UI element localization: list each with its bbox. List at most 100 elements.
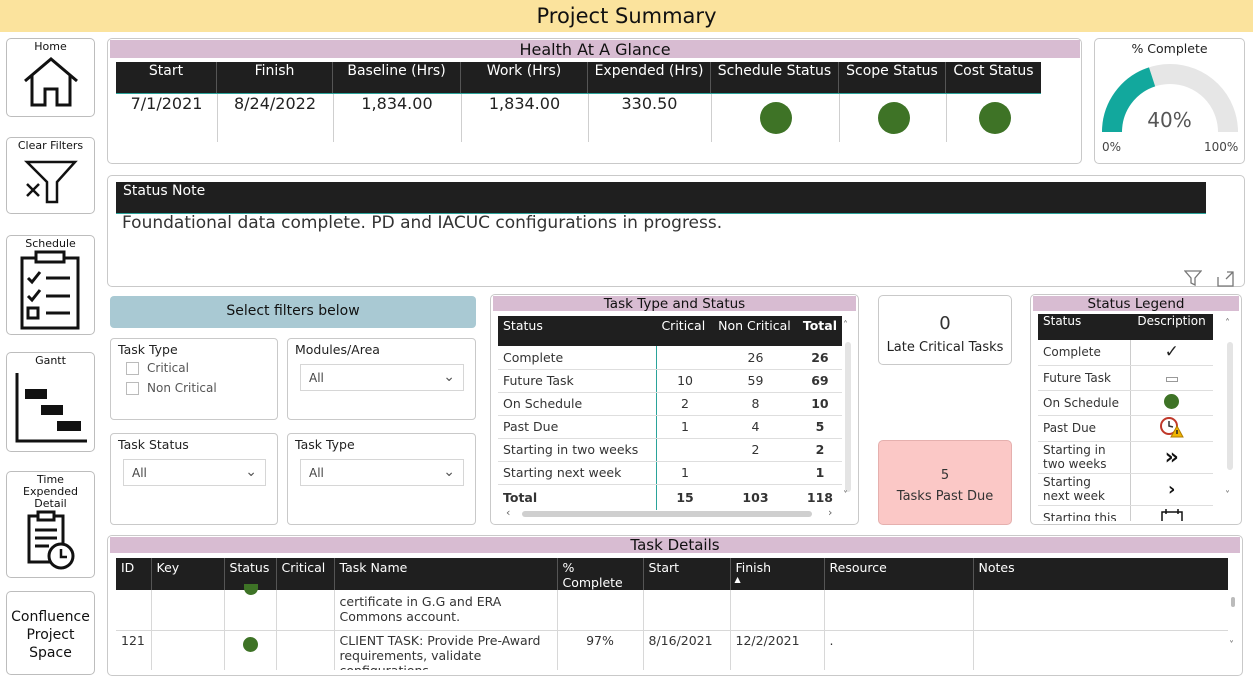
- table-row[interactable]: Starting in two weeks 2 2: [498, 438, 842, 462]
- health-card: [107, 38, 1082, 164]
- task-name-line-2: Commons account.: [339, 609, 461, 624]
- select-filters-banner: Select filters below: [110, 296, 476, 328]
- details-vertical-scrollbar[interactable]: [1231, 597, 1235, 607]
- scroll-down-icon[interactable]: ˅: [843, 490, 848, 501]
- status-legend-table-wrap: Status Description Complete ✓ Future Tas…: [1038, 314, 1213, 521]
- health-finish-value: 8/24/2022: [233, 94, 317, 113]
- scroll-left-icon[interactable]: ‹: [506, 506, 511, 519]
- legend-status-line-1: Starting: [1043, 475, 1091, 489]
- vertical-scrollbar[interactable]: [845, 342, 851, 492]
- legend-vertical-scrollbar[interactable]: [1227, 342, 1233, 470]
- health-divider: [333, 94, 334, 142]
- row-non-critical: 2: [713, 438, 798, 462]
- confluence-label-2: Project: [26, 627, 75, 643]
- health-header-work: Work (Hrs): [461, 62, 588, 93]
- page-title: Project Summary: [0, 0, 1253, 32]
- row-critical: [655, 346, 714, 370]
- health-expended-value: 330.50: [621, 94, 678, 113]
- modules-area-dropdown[interactable]: All ⌄: [300, 364, 464, 391]
- row-total: 2: [797, 438, 842, 462]
- home-button[interactable]: Home: [6, 38, 95, 117]
- non-critical-option[interactable]: Non Critical: [126, 381, 217, 395]
- critical-option-label: Critical: [147, 361, 189, 375]
- health-divider: [217, 94, 218, 142]
- col-header-critical[interactable]: Critical: [276, 558, 335, 590]
- table-row[interactable]: Past Due 1 4 5: [498, 415, 842, 439]
- task-status-filter: Task Status All ⌄: [110, 433, 278, 525]
- col-header-task-name[interactable]: Task Name: [334, 558, 558, 590]
- gauge-max-label: 100%: [1204, 140, 1239, 154]
- gantt-label: Gantt: [35, 354, 66, 367]
- percent-complete-title: % Complete: [1131, 41, 1208, 56]
- task-status-dropdown[interactable]: All ⌄: [123, 459, 266, 486]
- focus-mode-icon[interactable]: [1217, 271, 1235, 287]
- total-row: Total 15 103 118: [498, 483, 842, 510]
- row-status: Future Task: [498, 369, 657, 393]
- row-non-critical: 4: [713, 415, 798, 439]
- total-critical: 15: [655, 483, 714, 510]
- legend-status: Future Task: [1038, 365, 1130, 391]
- row-status: Complete: [498, 346, 657, 370]
- row-total: 5: [797, 415, 842, 439]
- col-header-critical: Critical: [656, 316, 714, 346]
- legend-status-line-2: next week: [1043, 489, 1105, 503]
- col-header-key[interactable]: Key: [151, 558, 225, 590]
- non-critical-checkbox[interactable]: [126, 382, 139, 395]
- gantt-icon: [15, 373, 87, 443]
- row-status: On Schedule: [498, 392, 657, 416]
- modules-area-value: All: [309, 371, 324, 385]
- col-header-start[interactable]: Start: [643, 558, 731, 590]
- schedule-icon: [20, 250, 79, 330]
- row-critical: 1: [655, 461, 714, 485]
- scroll-up-icon[interactable]: ˄: [1225, 318, 1230, 329]
- status-dot-icon: [242, 636, 258, 652]
- row-total: 1: [797, 461, 842, 485]
- clear-filters-button[interactable]: Clear Filters: [6, 137, 95, 214]
- health-header-baseline: Baseline (Hrs): [333, 62, 461, 93]
- critical-option[interactable]: Critical: [126, 361, 189, 375]
- sort-ascending-icon: ▲: [734, 575, 741, 584]
- task-finish: 12/2/2021: [730, 630, 825, 670]
- health-header-finish: Finish: [217, 62, 333, 93]
- scroll-up-icon[interactable]: ˄: [843, 320, 848, 331]
- health-header-expended: Expended (Hrs): [588, 62, 711, 93]
- schedule-button[interactable]: Schedule: [6, 235, 95, 335]
- critical-checkbox[interactable]: [126, 362, 139, 375]
- col-header-status: Status: [498, 316, 657, 346]
- time-expended-button[interactable]: Time Expended Detail: [6, 471, 95, 578]
- row-non-critical: 26: [713, 346, 798, 370]
- row-status: Past Due: [498, 415, 657, 439]
- scope-status-indicator: [878, 102, 910, 134]
- table-row[interactable]: certificate in G.G and ERA Commons accoun…: [116, 584, 1228, 630]
- table-row[interactable]: On Schedule 2 8 10: [498, 392, 842, 416]
- table-row[interactable]: Future Task 10 59 69: [498, 369, 842, 393]
- scroll-down-icon[interactable]: ˅: [1229, 640, 1234, 651]
- late-critical-card: [878, 295, 1012, 365]
- filter-icon[interactable]: [1184, 270, 1202, 286]
- home-icon: [23, 57, 78, 107]
- legend-status-line-2: two weeks: [1043, 457, 1107, 471]
- health-divider: [711, 94, 712, 142]
- total-label: Total: [498, 483, 657, 510]
- col-header-notes[interactable]: Notes: [973, 558, 1228, 590]
- col-header-resource[interactable]: Resource: [824, 558, 974, 590]
- gantt-button[interactable]: Gantt: [6, 352, 95, 452]
- table-row[interactable]: Complete 26 26: [498, 346, 842, 370]
- table-row[interactable]: Starting next week 1 1: [498, 461, 842, 485]
- task-status-filter-title: Task Status: [118, 437, 189, 452]
- table-row[interactable]: 121 CLIENT TASK: Provide Pre-Award requir…: [116, 630, 1228, 670]
- clear-filters-label: Clear Filters: [17, 139, 84, 152]
- confluence-project-space-button[interactable]: Confluence Project Space: [6, 591, 95, 675]
- horizontal-scrollbar[interactable]: [522, 511, 812, 517]
- clear-filter-icon: [23, 160, 78, 204]
- task-type-dropdown[interactable]: All ⌄: [300, 459, 464, 486]
- task-type-filter-2-title: Task Type: [295, 437, 355, 452]
- col-header-id[interactable]: ID: [116, 558, 152, 590]
- scroll-down-icon[interactable]: ˅: [1225, 490, 1230, 501]
- late-critical-value: 0: [939, 313, 951, 334]
- col-header-finish[interactable]: Finish ▲: [730, 558, 825, 590]
- scroll-right-icon[interactable]: ›: [828, 506, 833, 519]
- schedule-label: Schedule: [25, 237, 76, 250]
- col-header-percent-complete[interactable]: % Complete: [557, 558, 644, 590]
- task-type-filter: Task Type Critical Non Critical: [110, 338, 278, 420]
